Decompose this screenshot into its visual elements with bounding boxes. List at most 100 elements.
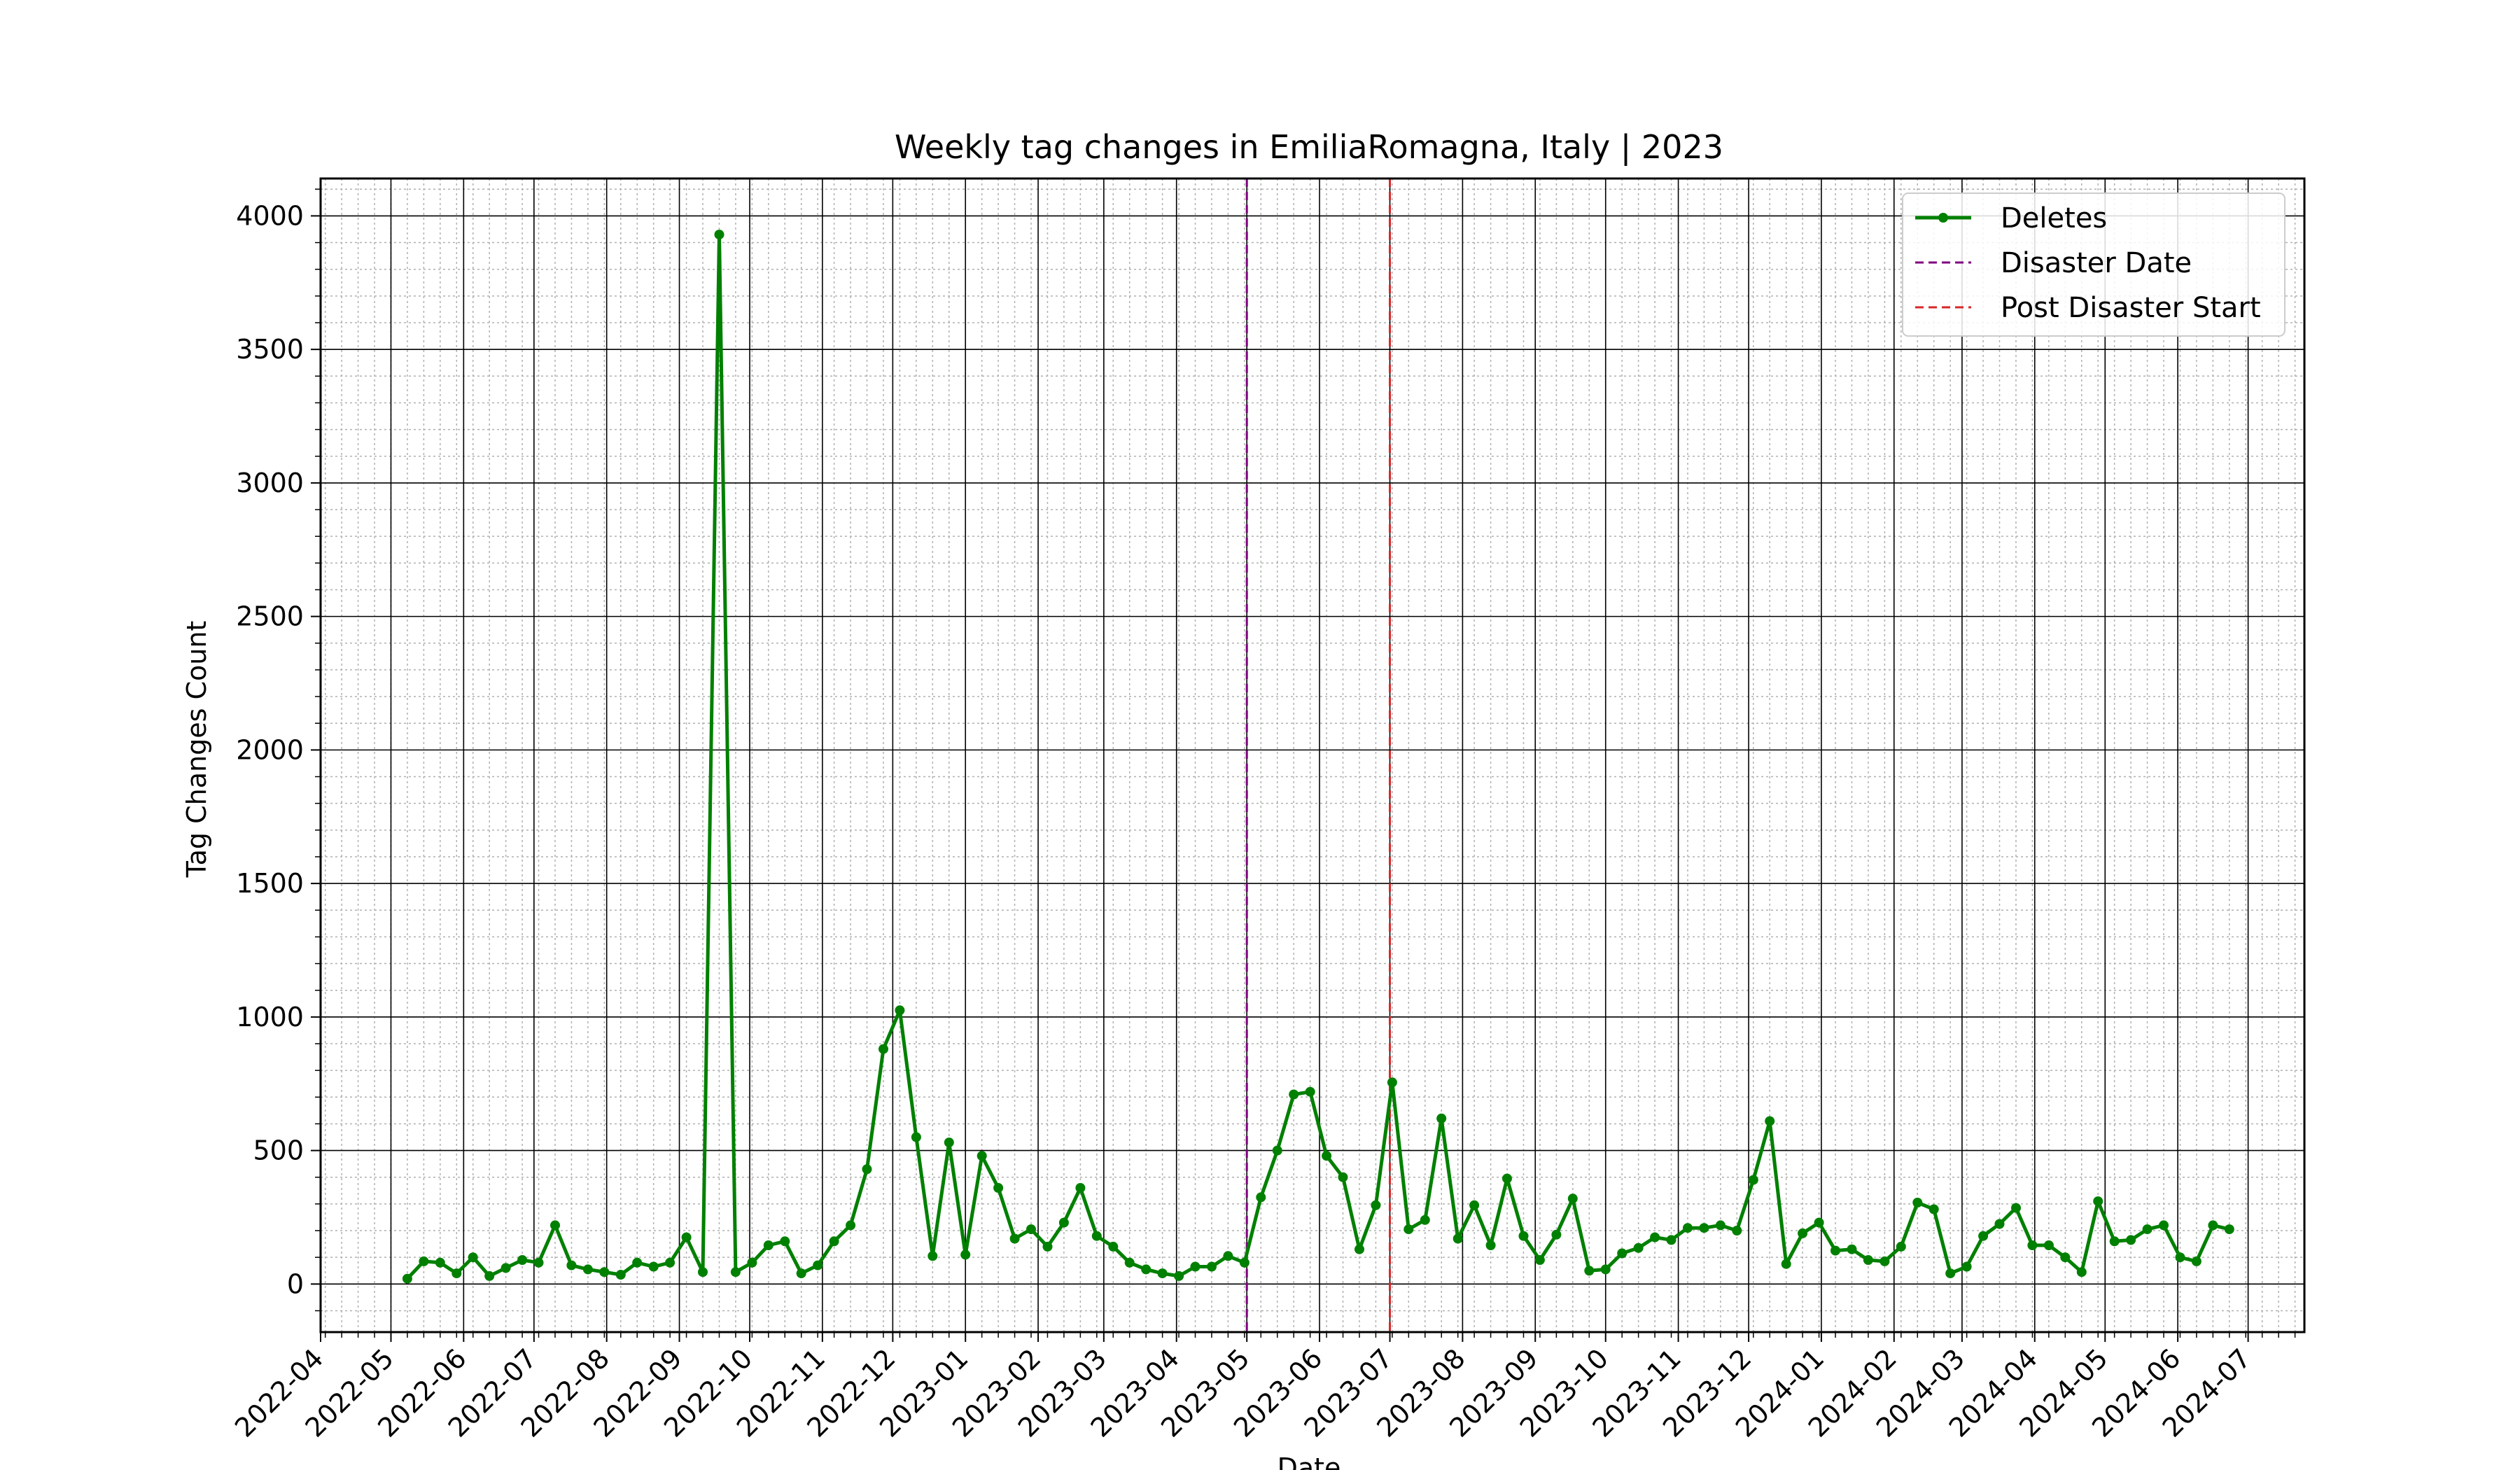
deletes-data-point (1322, 1151, 1332, 1161)
deletes-data-point (1354, 1244, 1364, 1254)
deletes-data-point (1124, 1257, 1135, 1268)
deletes-data-point (2126, 1235, 2136, 1245)
y-tick-label: 3000 (236, 468, 304, 498)
deletes-data-point (747, 1257, 757, 1268)
deletes-data-point (402, 1273, 412, 1284)
deletes-data-point (1961, 1261, 1972, 1272)
deletes-data-point (1945, 1268, 1956, 1279)
deletes-data-point (1436, 1113, 1447, 1124)
legend-deletes-marker (1938, 213, 1948, 223)
deletes-data-point (1584, 1266, 1595, 1276)
deletes-data-point (1223, 1251, 1233, 1261)
deletes-data-point (1452, 1233, 1463, 1244)
deletes-data-point (1239, 1257, 1250, 1268)
legend-deletes-label: Deletes (2001, 202, 2107, 234)
deletes-data-point (1190, 1261, 1200, 1272)
deletes-data-point (632, 1257, 643, 1268)
y-axis-label: Tag Changes Count (181, 621, 212, 878)
deletes-data-point (500, 1263, 511, 1273)
y-tick-label: 3500 (236, 334, 304, 365)
deletes-data-point (1305, 1086, 1315, 1097)
y-tick-label: 2000 (236, 734, 304, 765)
deletes-data-point (681, 1232, 692, 1242)
legend-post-disaster-label: Post Disaster Start (2001, 292, 2261, 324)
deletes-data-point (714, 230, 724, 240)
deletes-data-point (435, 1257, 445, 1268)
deletes-data-point (1781, 1259, 1791, 1269)
deletes-data-point (1058, 1217, 1069, 1228)
deletes-data-point (1371, 1200, 1381, 1210)
deletes-data-point (1551, 1229, 1562, 1240)
y-tick-label: 2500 (236, 601, 304, 632)
deletes-data-point (944, 1138, 954, 1148)
y-tick-label: 0 (287, 1268, 304, 1299)
deletes-data-point (468, 1252, 478, 1263)
legend-box (1902, 192, 2286, 337)
deletes-data-point (1600, 1264, 1611, 1275)
deletes-data-point (648, 1261, 659, 1272)
deletes-data-point (1863, 1255, 1873, 1265)
deletes-data-point (1748, 1175, 1758, 1185)
deletes-data-point (2208, 1220, 2218, 1231)
deletes-data-point (1896, 1241, 1906, 1252)
deletes-data-point (2224, 1224, 2234, 1235)
deletes-data-point (1256, 1192, 1266, 1203)
deletes-data-point (780, 1236, 790, 1247)
deletes-data-point (763, 1240, 774, 1250)
deletes-data-point (533, 1257, 544, 1268)
deletes-data-point (1567, 1194, 1578, 1204)
deletes-data-point (1847, 1244, 1857, 1254)
deletes-data-point (1404, 1224, 1414, 1235)
deletes-data-point (1009, 1233, 1020, 1244)
deletes-data-point (1157, 1268, 1168, 1279)
deletes-data-point (1502, 1173, 1512, 1184)
deletes-data-point (1633, 1242, 1644, 1253)
deletes-data-point (1042, 1241, 1053, 1252)
deletes-data-point (2175, 1252, 2185, 1263)
deletes-data-point (911, 1132, 921, 1142)
deletes-data-point (1765, 1116, 1775, 1126)
deletes-data-point (1387, 1077, 1397, 1088)
deletes-series-line (406, 232, 2230, 1280)
deletes-data-point (895, 1005, 905, 1016)
deletes-data-point (862, 1164, 872, 1175)
deletes-data-point (1207, 1261, 1217, 1272)
deletes-data-point (1798, 1228, 1808, 1238)
deletes-data-point (878, 1044, 888, 1054)
deletes-data-point (566, 1260, 577, 1270)
deletes-data-point (1075, 1183, 1086, 1193)
deletes-data-point (2093, 1196, 2104, 1207)
deletes-data-point (484, 1270, 495, 1281)
deletes-data-point (1518, 1231, 1529, 1241)
deletes-data-point (829, 1236, 839, 1247)
deletes-data-point (517, 1255, 528, 1265)
deletes-data-point (1108, 1241, 1119, 1252)
deletes-data-point (2191, 1256, 2202, 1266)
plot-frame (319, 177, 2306, 1334)
deletes-data-point (615, 1270, 626, 1280)
deletes-data-point (1617, 1248, 1628, 1259)
legend: Deletes Disaster Date Post Disaster Star… (1902, 192, 2286, 337)
deletes-data-point (1928, 1204, 1939, 1214)
deletes-data-point (1830, 1245, 1840, 1256)
deletes-data-point (2159, 1220, 2169, 1231)
y-tick-label: 4000 (236, 200, 304, 231)
y-tick-label: 500 (253, 1135, 304, 1166)
deletes-data-point (1338, 1172, 1348, 1182)
deletes-data-point (2076, 1267, 2087, 1278)
deletes-data-point (1026, 1224, 1036, 1235)
y-tick-label: 1000 (236, 1002, 304, 1032)
legend-disaster-date-label: Disaster Date (2001, 247, 2192, 279)
deletes-data-point (582, 1264, 593, 1275)
x-axis-label: Date (1278, 1452, 1341, 1470)
deletes-data-point (1650, 1232, 1660, 1242)
deletes-data-point (1978, 1231, 1989, 1241)
deletes-data-point (927, 1251, 938, 1261)
deletes-data-point (698, 1267, 708, 1278)
deletes-data-point (1091, 1231, 1102, 1241)
deletes-data-point (2011, 1203, 2021, 1213)
deletes-data-point (1469, 1200, 1480, 1210)
deletes-data-point (599, 1267, 610, 1278)
deletes-data-point (665, 1257, 676, 1268)
